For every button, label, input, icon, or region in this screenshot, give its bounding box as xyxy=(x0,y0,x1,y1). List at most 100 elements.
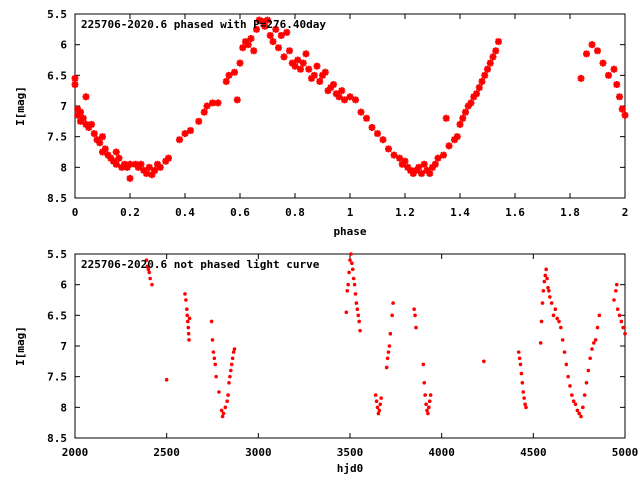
data-point xyxy=(187,127,194,135)
data-point xyxy=(577,74,585,82)
data-point xyxy=(415,163,423,171)
data-point xyxy=(275,44,282,52)
data-point xyxy=(484,65,491,73)
data-point xyxy=(619,319,624,324)
data-point xyxy=(614,282,619,287)
data-point xyxy=(428,393,433,397)
data-point xyxy=(277,31,285,39)
data-point xyxy=(559,325,563,330)
data-point xyxy=(221,411,226,416)
data-point xyxy=(297,65,304,73)
data-point xyxy=(145,163,153,171)
x-tick-label: 2500 xyxy=(153,446,180,459)
x-tick-label: 1.8 xyxy=(560,206,580,219)
data-point xyxy=(621,325,625,330)
data-point xyxy=(96,139,104,147)
data-point xyxy=(542,279,547,284)
data-point xyxy=(185,319,190,324)
data-point xyxy=(233,96,241,104)
data-point xyxy=(321,68,329,76)
data-point xyxy=(407,166,414,174)
data-point xyxy=(225,71,233,79)
data-point xyxy=(577,411,581,416)
data-point xyxy=(374,399,379,404)
data-point xyxy=(524,405,528,410)
data-point xyxy=(154,160,161,168)
data-point xyxy=(288,59,296,67)
data-point xyxy=(266,31,274,39)
data-point xyxy=(242,38,249,46)
data-point xyxy=(231,350,236,354)
data-point xyxy=(187,316,192,321)
x-tick-label: 0.4 xyxy=(175,206,195,219)
data-point xyxy=(140,166,148,174)
data-point xyxy=(599,59,607,67)
data-point xyxy=(213,362,218,367)
data-point xyxy=(518,362,523,367)
phased-light-curve-plot: 0 0.2 0.4 0.6 0.8 1 1.2 1.4 1.6 1.8 2 5.5 6 6.5 7 7.5 8 8… xyxy=(14,8,629,238)
data-point xyxy=(521,390,526,394)
data-point xyxy=(385,145,392,153)
data-point xyxy=(211,350,216,354)
data-point xyxy=(588,356,592,361)
data-point xyxy=(623,331,627,336)
y-tick-label: 5.5 xyxy=(47,248,67,261)
data-point xyxy=(616,93,623,101)
x-tick-label: 3000 xyxy=(245,446,272,459)
data-point xyxy=(253,25,260,33)
data-point xyxy=(571,399,576,404)
data-point xyxy=(427,399,432,404)
data-point xyxy=(335,93,343,101)
y-tick-label: 7.5 xyxy=(47,131,67,144)
y-tick-label: 5.5 xyxy=(47,8,67,21)
data-point xyxy=(137,160,145,168)
data-point xyxy=(185,313,189,318)
x-tick-label: 1 xyxy=(347,206,354,219)
data-point xyxy=(227,381,231,385)
x-tick-label: 0.2 xyxy=(120,206,140,219)
data-point xyxy=(294,56,302,64)
data-point xyxy=(85,123,93,131)
data-point xyxy=(481,71,489,79)
data-point xyxy=(425,408,429,413)
data-point xyxy=(566,374,570,379)
data-point xyxy=(539,319,544,324)
data-point xyxy=(244,41,252,49)
data-point xyxy=(74,111,82,119)
y-axis-label: I[mag] xyxy=(14,326,27,366)
data-point xyxy=(344,310,349,315)
data-point xyxy=(99,148,106,156)
x-tick-label: 4500 xyxy=(520,446,547,459)
data-point xyxy=(77,108,84,116)
data-point xyxy=(595,325,600,330)
y-tick-label: 7 xyxy=(60,340,67,353)
data-point xyxy=(421,362,426,367)
data-point xyxy=(347,270,351,275)
data-point xyxy=(431,160,439,168)
data-point xyxy=(345,289,350,293)
data-point xyxy=(385,356,390,361)
data-point xyxy=(478,77,486,85)
data-point xyxy=(387,344,392,348)
data-point xyxy=(351,276,356,281)
data-point xyxy=(231,68,238,76)
data-point xyxy=(316,77,324,85)
data-point xyxy=(570,393,574,397)
data-point xyxy=(426,169,434,177)
data-point xyxy=(445,142,453,150)
data-point xyxy=(310,71,318,79)
data-point xyxy=(422,381,427,385)
data-point xyxy=(555,316,559,321)
data-point xyxy=(379,396,383,400)
data-point xyxy=(358,328,362,333)
data-point xyxy=(338,87,346,95)
data-point xyxy=(147,270,152,275)
data-point xyxy=(517,356,522,361)
data-point xyxy=(143,169,150,177)
data-point xyxy=(617,313,622,318)
x-tick-label: 0.6 xyxy=(230,206,250,219)
data-point xyxy=(110,157,117,165)
data-point xyxy=(520,381,525,385)
data-point xyxy=(467,99,475,107)
data-point xyxy=(614,289,618,293)
